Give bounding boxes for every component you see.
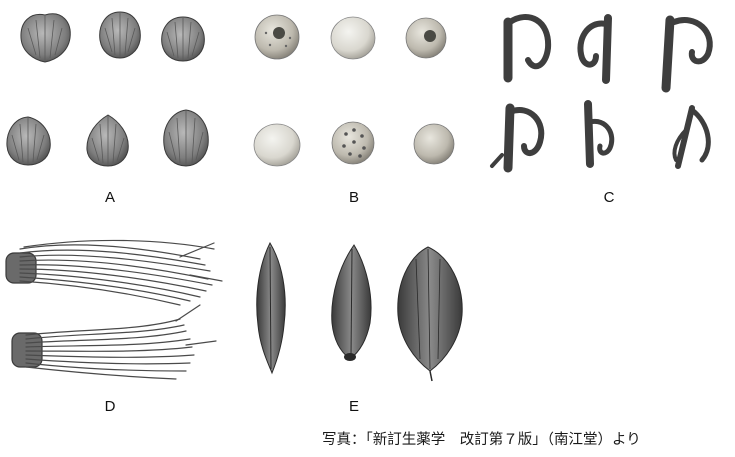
hooks-image <box>490 14 713 173</box>
seed-5 <box>86 114 129 167</box>
label-b: B <box>348 189 359 206</box>
hook-4 <box>490 103 545 173</box>
label-d: D <box>104 398 116 415</box>
label-a: A <box>104 189 115 206</box>
seed-3 <box>161 16 205 62</box>
fruit-2 <box>330 16 376 60</box>
pod-1 <box>256 241 286 375</box>
photo-credit: 写真：「新訂生薬学 改訂第７版」（南江堂）より <box>322 432 641 448</box>
panel-b-fruits <box>240 0 470 185</box>
fruit-5 <box>331 121 375 165</box>
panel-e-pods <box>240 235 470 385</box>
seed-4 <box>6 116 51 166</box>
fruit-6 <box>413 123 455 165</box>
label-c: C <box>603 189 615 206</box>
roots-image <box>5 239 223 380</box>
seed-1 <box>20 13 71 63</box>
fruit-4 <box>253 123 301 167</box>
hook-5 <box>584 100 615 168</box>
panel-a-seeds <box>0 0 220 185</box>
hook-6 <box>672 105 711 169</box>
panel-d-roots <box>0 235 230 390</box>
panel-c-hooks <box>480 0 730 185</box>
hook-2 <box>577 14 612 84</box>
hook-3 <box>661 15 713 93</box>
pod-2 <box>331 244 372 361</box>
pod-3 <box>397 246 463 382</box>
fruits-image <box>253 14 455 167</box>
pods-image <box>256 241 463 382</box>
root-bundle-2 <box>11 304 217 380</box>
seed-6 <box>163 109 209 167</box>
root-bundle-1 <box>5 239 223 306</box>
fruit-3 <box>405 17 447 59</box>
label-e: E <box>348 398 359 415</box>
hook-1 <box>503 14 552 83</box>
seeds-image <box>6 11 209 167</box>
fruit-1 <box>254 14 300 60</box>
seed-2 <box>99 11 141 59</box>
